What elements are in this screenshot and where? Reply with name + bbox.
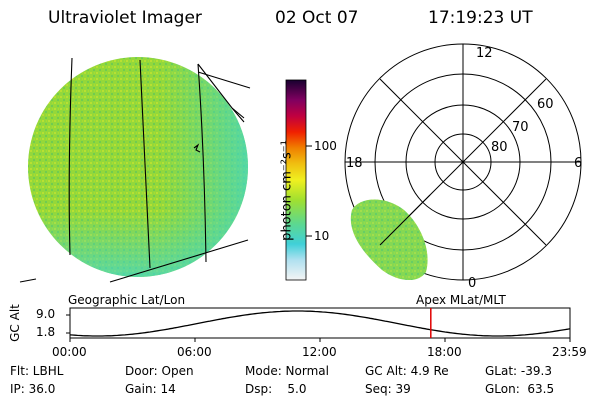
colorbar-tick-100: 100 <box>314 139 337 153</box>
mlt-label-18: 18 <box>346 156 363 171</box>
lat-label-80: 80 <box>491 140 508 155</box>
mlt-label-6: 6 <box>574 156 583 171</box>
altitude-ylabel: GC Alt <box>7 304 22 342</box>
colorbar-ticks <box>306 145 312 237</box>
earth-disk-image <box>28 57 248 277</box>
colorbar-tick-10: 10 <box>314 229 330 243</box>
altitude-curve <box>69 310 571 337</box>
time-label: 17:19:23 UT <box>428 8 533 28</box>
geographic-panel-label: Geographic Lat/Lon <box>68 293 186 307</box>
info-glat: GLat: -39.3 <box>485 364 552 378</box>
lat-label-70: 70 <box>512 120 529 135</box>
time-tick-1800: 18:00 <box>427 345 462 359</box>
mlt-label-12: 12 <box>476 46 493 61</box>
info-gc-alt: GC Alt: 4.9 Re <box>365 364 449 378</box>
info-glon: GLon: 63.5 <box>485 382 555 396</box>
altitude-plot-frame <box>69 307 571 339</box>
altitude-ytick-low: 1.8 <box>36 325 56 339</box>
colorbar-unit-label: photon cm⁻²s⁻¹ <box>279 140 295 241</box>
info-door: Door: Open <box>125 364 194 378</box>
geographic-grid-lines <box>19 57 251 283</box>
polar-grid-overlay <box>379 194 431 246</box>
info-dsp: Dsp: 5.0 <box>245 382 307 396</box>
time-tick-0000: 00:00 <box>52 345 87 359</box>
time-tick-0600: 06:00 <box>177 345 212 359</box>
colorbar <box>285 79 307 281</box>
info-gain: Gain: 14 <box>125 382 176 396</box>
polar-grid <box>344 43 582 281</box>
info-seq: Seq: 39 <box>365 382 411 396</box>
polar-projected-image <box>350 199 428 281</box>
app-title: Ultraviolet Imager <box>48 8 202 28</box>
lat-label-60: 60 <box>537 97 554 112</box>
altitude-ytick-high: 9.0 <box>36 307 56 321</box>
altitude-plot-ticks <box>66 314 571 342</box>
date-label: 02 Oct 07 <box>275 8 359 28</box>
info-flt: Flt: LBHL <box>10 364 64 378</box>
info-ip: IP: 36.0 <box>10 382 56 396</box>
mlt-label-0: 0 <box>468 276 477 291</box>
apex-panel-label: Apex MLat/MLT <box>416 293 506 307</box>
time-tick-2359: 23:59 <box>552 345 587 359</box>
time-tick-1200: 12:00 <box>302 345 337 359</box>
info-mode: Mode: Normal <box>245 364 329 378</box>
polar-image-tint <box>350 199 428 281</box>
